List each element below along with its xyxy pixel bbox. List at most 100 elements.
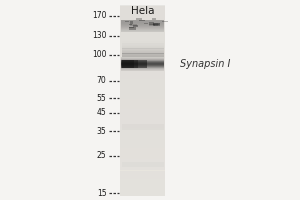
Bar <box>120 9 165 10</box>
Text: Hela: Hela <box>131 6 154 16</box>
Bar <box>122 49 164 50</box>
Bar <box>121 24 164 25</box>
Bar <box>120 6 165 196</box>
Bar <box>120 77 165 79</box>
Bar <box>120 97 165 98</box>
Bar <box>120 100 165 102</box>
Bar <box>153 23 160 25</box>
Bar <box>120 173 165 174</box>
Bar <box>120 193 165 195</box>
Bar <box>120 167 165 168</box>
Bar <box>149 22 154 25</box>
Bar <box>120 42 165 43</box>
Bar <box>120 89 165 90</box>
Bar <box>120 118 165 119</box>
Bar <box>148 24 155 26</box>
Bar <box>120 139 165 140</box>
Bar <box>120 192 165 193</box>
Text: Synapsin I: Synapsin I <box>180 59 230 69</box>
Bar <box>122 46 164 47</box>
Bar <box>120 182 165 183</box>
Bar <box>120 32 165 33</box>
Bar <box>120 176 165 177</box>
Bar <box>120 123 165 125</box>
Bar <box>121 66 164 67</box>
Bar <box>120 15 165 16</box>
Bar <box>120 44 165 46</box>
Bar <box>120 105 165 107</box>
Text: 45: 45 <box>97 108 106 117</box>
Bar <box>120 90 165 91</box>
Text: 15: 15 <box>97 188 106 198</box>
Bar <box>120 136 165 137</box>
Bar <box>120 5 165 6</box>
Bar <box>152 18 156 20</box>
Bar <box>121 26 164 27</box>
Bar <box>120 62 165 63</box>
Bar <box>120 155 165 156</box>
Bar <box>120 16 165 17</box>
Bar <box>121 27 164 28</box>
Bar <box>120 26 165 28</box>
Bar <box>144 23 148 24</box>
Bar <box>122 40 164 41</box>
Bar <box>120 54 165 56</box>
Bar <box>122 55 164 56</box>
Bar <box>120 149 165 150</box>
Bar <box>120 112 165 113</box>
Bar <box>120 94 165 95</box>
Bar <box>121 22 164 23</box>
Text: 100: 100 <box>92 50 106 59</box>
Bar <box>120 145 165 146</box>
Bar <box>120 33 165 34</box>
Bar <box>120 177 165 178</box>
Text: 170: 170 <box>92 11 106 21</box>
Bar <box>120 65 165 66</box>
Bar <box>120 142 165 144</box>
Bar <box>122 60 138 68</box>
Bar <box>120 23 165 24</box>
Bar <box>121 69 164 70</box>
Bar <box>120 51 165 52</box>
Bar <box>120 134 165 135</box>
Bar <box>120 174 165 176</box>
Text: 35: 35 <box>97 127 106 136</box>
Bar <box>120 135 165 136</box>
Bar <box>120 25 165 26</box>
Bar <box>120 127 165 128</box>
Bar <box>120 179 165 181</box>
Bar <box>120 188 165 190</box>
Bar <box>120 122 165 123</box>
Bar <box>120 183 165 185</box>
Bar <box>120 86 165 88</box>
Bar <box>120 153 165 154</box>
Bar <box>121 28 164 29</box>
Bar <box>121 61 164 62</box>
Bar <box>122 43 164 44</box>
Bar <box>120 71 165 72</box>
Text: 55: 55 <box>97 94 106 103</box>
Bar <box>120 131 165 132</box>
Bar <box>154 24 159 25</box>
Bar <box>121 20 164 21</box>
Bar <box>120 137 165 139</box>
Bar <box>136 18 142 20</box>
Bar <box>120 14 165 15</box>
Bar <box>120 165 165 167</box>
Bar <box>121 63 164 64</box>
Bar <box>120 185 165 186</box>
Bar <box>122 48 164 49</box>
Bar <box>154 23 158 26</box>
Bar <box>122 53 164 54</box>
Text: 130: 130 <box>92 31 106 40</box>
Bar <box>120 156 165 158</box>
Bar <box>121 60 164 61</box>
Bar <box>120 46 165 47</box>
Bar <box>120 19 165 20</box>
Bar <box>120 168 165 169</box>
Bar <box>122 56 164 57</box>
Bar <box>120 6 165 7</box>
Bar <box>120 171 165 172</box>
Bar <box>129 27 136 30</box>
Bar <box>133 25 138 27</box>
